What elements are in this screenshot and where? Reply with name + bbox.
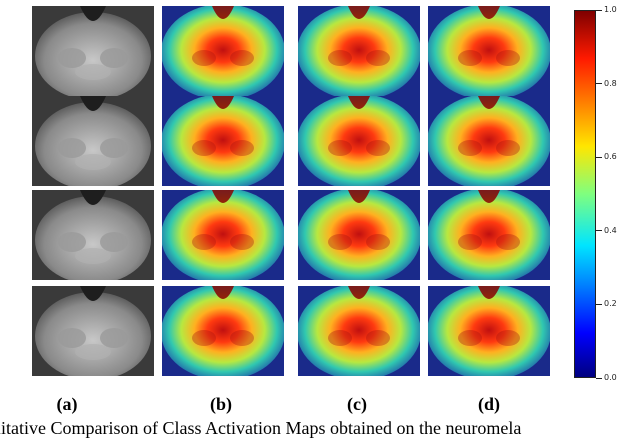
cam-heatmap-d-row4 [428, 286, 550, 376]
colorbar-tick-label: 0.6 [604, 152, 617, 162]
colorbar-tick [596, 9, 602, 11]
cam-heatmap-d-row1 [428, 6, 550, 96]
cam-heatmap-c-row4 [298, 286, 420, 376]
colorbar-tick-label: 0.0 [604, 373, 617, 382]
colorbar-tick [596, 303, 602, 305]
mri-slice-a-row4 [32, 286, 154, 376]
column-label-b: (b) [210, 394, 232, 414]
column-label-a: (a) [56, 394, 78, 414]
colorbar [574, 10, 596, 378]
cam-heatmap-b-row1 [162, 6, 284, 96]
mri-slice-a-row1 [32, 6, 154, 96]
cam-heatmap-d-row2 [428, 96, 550, 186]
cam-heatmap-c-row3 [298, 190, 420, 280]
column-label-c: (c) [347, 394, 367, 414]
cam-heatmap-b-row2 [162, 96, 284, 186]
cam-heatmap-d-row3 [428, 190, 550, 280]
colorbar-tick-label: 0.2 [604, 299, 617, 309]
column-label-d: (d) [478, 394, 500, 414]
colorbar-tick-label: 0.4 [604, 225, 617, 235]
colorbar-tick [596, 377, 602, 379]
colorbar-tick [596, 156, 602, 158]
colorbar-tick [596, 230, 602, 232]
cam-heatmap-c-row1 [298, 6, 420, 96]
colorbar-tick-label: 0.8 [604, 78, 617, 88]
colorbar-tick-label: 1.0 [604, 5, 617, 14]
colorbar-tick [596, 83, 602, 85]
mri-slice-a-row2 [32, 96, 154, 186]
cam-heatmap-b-row3 [162, 190, 284, 280]
figure-caption: litative Comparison of Class Activation … [0, 418, 522, 438]
mri-slice-a-row3 [32, 190, 154, 280]
cam-heatmap-b-row4 [162, 286, 284, 376]
cam-heatmap-c-row2 [298, 96, 420, 186]
